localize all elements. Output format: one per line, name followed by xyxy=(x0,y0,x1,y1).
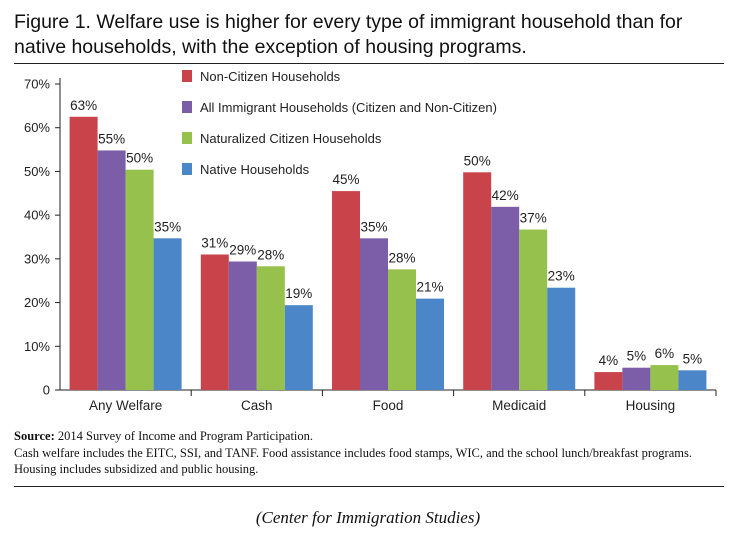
bar xyxy=(650,365,679,390)
credit: (Center for Immigration Studies) xyxy=(255,508,481,527)
data-label: 6% xyxy=(655,346,675,361)
legend-swatch xyxy=(182,70,192,82)
data-label: 29% xyxy=(229,242,256,257)
bar xyxy=(594,372,623,390)
x-tick-label: Medicaid xyxy=(492,398,546,413)
bar xyxy=(360,238,388,390)
data-label: 37% xyxy=(520,211,547,226)
bar xyxy=(491,206,520,390)
legend-label: Native Households xyxy=(200,162,310,177)
data-label: 5% xyxy=(627,349,647,364)
source-label: Source: xyxy=(14,429,55,443)
y-tick-label: 40% xyxy=(24,208,50,223)
bar xyxy=(622,367,651,390)
data-label: 50% xyxy=(126,151,153,166)
data-label: 55% xyxy=(98,131,125,146)
bar xyxy=(284,305,313,390)
x-tick-label: Housing xyxy=(626,398,676,413)
legend-swatch xyxy=(182,163,192,175)
bar xyxy=(519,229,548,390)
legend-label: Naturalized Citizen Households xyxy=(200,131,382,146)
bar xyxy=(547,287,576,390)
data-label: 31% xyxy=(201,235,228,250)
y-tick-label: 0 xyxy=(43,383,50,398)
data-label: 19% xyxy=(285,286,312,301)
bar xyxy=(463,172,492,390)
title-divider xyxy=(14,63,724,64)
y-tick-label: 60% xyxy=(24,120,50,135)
bar xyxy=(153,238,182,390)
legend-swatch xyxy=(182,101,192,113)
bar xyxy=(200,254,229,390)
legend-label: All Immigrant Households (Citizen and No… xyxy=(200,100,497,115)
data-label: 42% xyxy=(492,188,519,203)
data-label: 63% xyxy=(70,98,97,113)
source-line: Source: 2014 Survey of Income and Progra… xyxy=(14,428,722,445)
data-label: 23% xyxy=(548,269,575,284)
bar xyxy=(97,150,126,390)
notes-divider xyxy=(14,486,724,487)
x-tick-label: Food xyxy=(373,398,404,413)
y-tick-label: 50% xyxy=(24,164,50,179)
chart-title: Figure 1. Welfare use is higher for ever… xyxy=(14,11,683,58)
legend-swatch xyxy=(182,132,192,144)
bar xyxy=(256,266,285,390)
data-label: 28% xyxy=(257,247,284,262)
bar xyxy=(228,261,257,390)
data-label: 35% xyxy=(360,219,387,234)
x-tick-label: Cash xyxy=(241,398,273,413)
y-tick-label: 20% xyxy=(24,295,50,310)
data-label: 21% xyxy=(416,280,443,295)
data-label: 28% xyxy=(388,250,415,265)
y-tick-label: 70% xyxy=(24,77,50,92)
chart-notes: Source: 2014 Survey of Income and Progra… xyxy=(14,428,722,478)
data-label: 4% xyxy=(599,353,619,368)
bar xyxy=(125,169,154,390)
source-text: 2014 Survey of Income and Program Partic… xyxy=(57,429,314,443)
y-tick-label: 10% xyxy=(24,339,50,354)
data-label: 50% xyxy=(464,153,491,168)
data-label: 5% xyxy=(683,351,703,366)
x-tick-label: Any Welfare xyxy=(89,398,162,413)
bar xyxy=(678,370,707,390)
bar xyxy=(332,191,360,390)
y-tick-label: 30% xyxy=(24,251,50,266)
bar-chart: 010%20%30%40%50%60%70%Any Welfare63%55%5… xyxy=(24,69,717,413)
note-text: Cash welfare includes the EITC, SSI, and… xyxy=(14,445,692,477)
bar xyxy=(69,116,98,391)
bar xyxy=(416,298,444,390)
data-label: 35% xyxy=(154,219,181,234)
legend-label: Non-Citizen Households xyxy=(200,69,341,84)
bar xyxy=(388,269,416,390)
data-label: 45% xyxy=(332,172,359,187)
